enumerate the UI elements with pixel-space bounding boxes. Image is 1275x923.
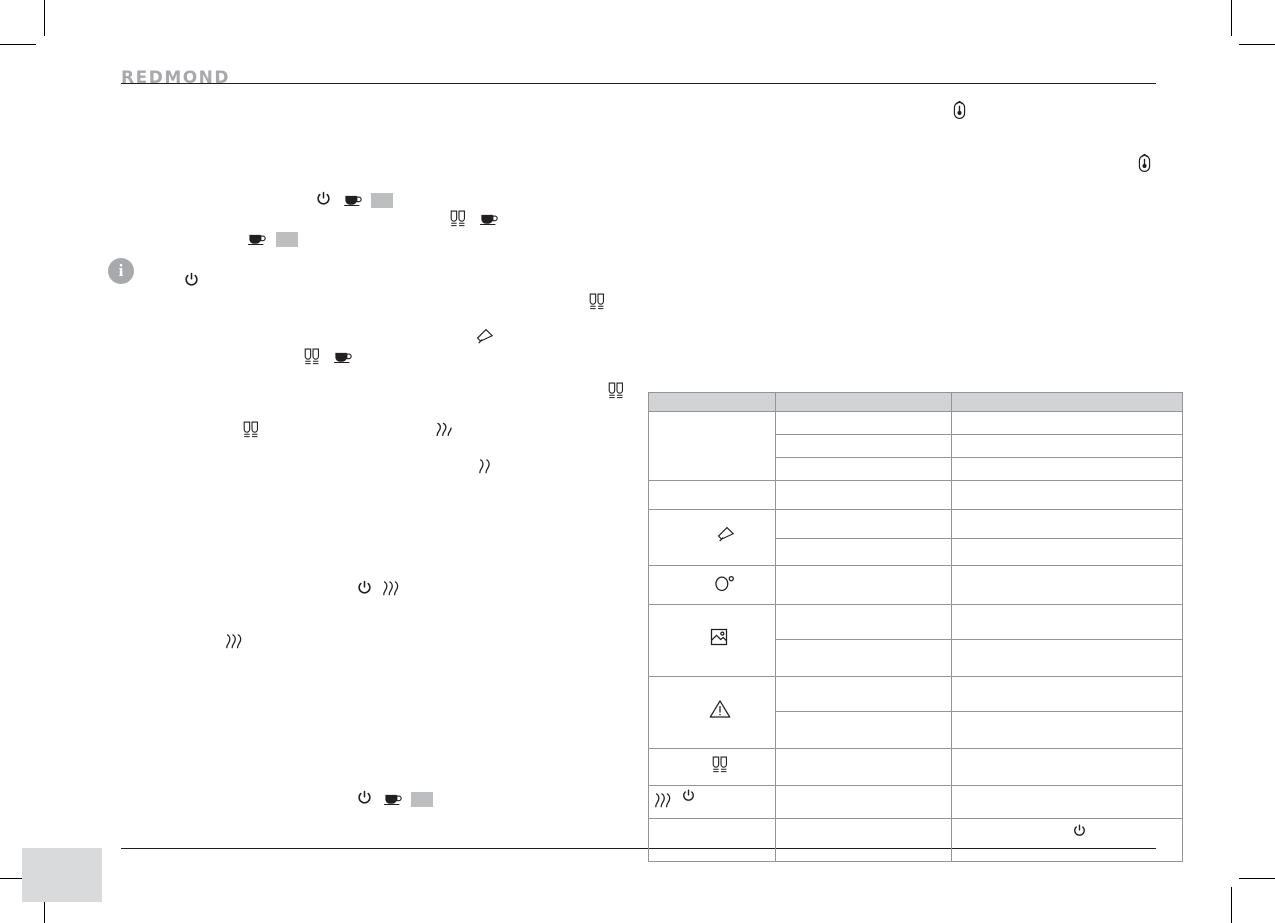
table-cell-value (775, 785, 952, 819)
footer-rule (121, 848, 1156, 849)
gray-swatch (371, 193, 393, 208)
table-cell-value (775, 509, 952, 539)
table-row (648, 509, 1183, 566)
table-cell-icon-tilted-cup (648, 509, 776, 566)
table-row (648, 818, 1183, 862)
table-row (648, 676, 1183, 749)
info-icon: i (108, 258, 134, 284)
gray-swatch (276, 232, 298, 247)
crop-mark-right-top (1239, 44, 1275, 45)
crop-mark-top-right (1231, 0, 1232, 36)
table-cell-value (775, 538, 952, 566)
table-cell-desc (951, 509, 1183, 539)
power-icon (356, 789, 373, 806)
table-cell-icon-warning (648, 676, 776, 749)
table-row (648, 411, 1183, 481)
double-filter-icon (588, 292, 606, 311)
table-row (648, 604, 1183, 677)
table-cell-value (775, 748, 952, 786)
warning-triangle-icon (709, 699, 731, 719)
table-header-cell-2 (775, 392, 952, 412)
crop-mark-left-top (0, 44, 36, 45)
table-cell-desc (951, 411, 1183, 435)
table-header-cell-1 (648, 392, 776, 412)
coffee-cup-icon (344, 192, 362, 206)
table-cell-value (775, 434, 952, 458)
tilted-cup-icon (476, 328, 496, 345)
coffee-cup-icon (480, 211, 498, 225)
double-filter-icon (303, 347, 321, 366)
table-cell-label (648, 480, 776, 510)
coffee-cup-icon (334, 349, 352, 363)
table-cell-desc (951, 639, 1183, 677)
table-cell-value (775, 457, 952, 481)
table-row (648, 480, 1183, 510)
crop-mark-bottom-right (1231, 887, 1232, 923)
table-cell-value (775, 565, 952, 605)
table-cell-value (775, 676, 952, 712)
page-number-block (22, 848, 102, 902)
table-cell-value (775, 604, 952, 640)
table-cell-value (775, 480, 952, 510)
table-cell-desc-power (951, 818, 1183, 862)
power-icon (356, 579, 373, 596)
power-icon (183, 271, 200, 288)
degree-icon (714, 574, 736, 592)
table-cell-desc (951, 785, 1183, 819)
double-filter-icon (242, 420, 260, 439)
table-row (649, 639, 1183, 677)
coffee-cup-icon (248, 231, 266, 245)
table-cell-desc (951, 676, 1183, 712)
water-drop-icon (475, 458, 494, 475)
image-icon (709, 627, 729, 647)
table-cell-label (648, 411, 776, 481)
table-cell-value (775, 818, 952, 862)
table-header-row (648, 392, 1183, 412)
table-header-cell-3 (951, 392, 1183, 412)
thermometer-icon (1135, 152, 1154, 174)
coffee-cup-icon (384, 791, 402, 805)
crop-mark-left-bottom (0, 878, 36, 879)
table-cell-desc (951, 711, 1183, 749)
table-cell-icon-image (648, 604, 776, 677)
double-filter-icon (449, 209, 467, 228)
crop-mark-bottom-left (44, 887, 45, 923)
brand-logo: REDMOND (121, 68, 231, 88)
table-row (648, 785, 1183, 819)
table-cell-icon-filter (648, 748, 776, 786)
table-row (648, 565, 1183, 605)
table-cell-desc (951, 604, 1183, 640)
thermometer-icon (950, 99, 969, 121)
table-row (648, 748, 1183, 786)
table-cell-icon-waves-power (648, 785, 776, 819)
table-cell-desc (951, 538, 1183, 566)
power-icon (315, 190, 332, 207)
double-filter-icon (607, 381, 625, 400)
double-filter-icon (711, 755, 729, 774)
waves-icon (381, 580, 402, 597)
table-cell-label (648, 818, 776, 862)
crop-mark-top-left (44, 0, 45, 36)
power-icon (681, 788, 696, 803)
table-cell-desc (951, 480, 1183, 510)
waves-icon (224, 633, 245, 650)
power-icon (1072, 823, 1087, 838)
header-rule (121, 83, 1156, 84)
table-cell-value (775, 711, 952, 749)
table-cell-desc (951, 457, 1183, 481)
steam-icon (434, 421, 453, 437)
waves-icon (653, 792, 674, 809)
table-cell-icon-degree (648, 565, 776, 605)
table-cell-desc (951, 434, 1183, 458)
gray-swatch (411, 792, 433, 807)
spec-table (648, 392, 1183, 862)
crop-mark-right-bottom (1239, 878, 1275, 879)
table-cell-value (775, 411, 952, 435)
table-cell-value (775, 639, 952, 677)
table-cell-desc (951, 748, 1183, 786)
tilted-cup-icon (717, 526, 737, 543)
table-cell-desc (951, 565, 1183, 605)
